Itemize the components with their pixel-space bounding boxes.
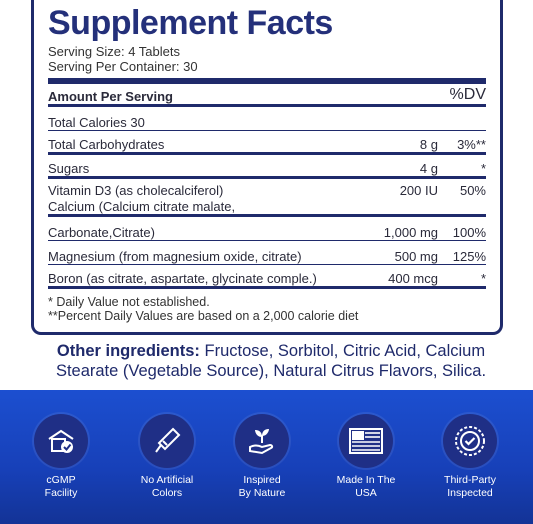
nutrient-name: Sugars <box>48 161 90 176</box>
nutrient-amount: 400 mcg <box>388 271 438 286</box>
badge-no-artificial-colors: No Artificial Colors <box>124 414 210 500</box>
footnote-daily-value: * Daily Value not established. <box>48 295 210 309</box>
badge-line1: Inspired <box>243 474 281 486</box>
dv-header-label: %DV <box>449 86 486 103</box>
nutrient-amount: 1,000 mg <box>383 225 438 240</box>
nutrient-name: Vitamin D3 (as cholecalciferol) <box>48 183 224 198</box>
badge-cgmp: cGMP Facility <box>18 414 104 500</box>
ingredients-text: Fructose, Sorbitol, Citric Acid, Calcium… <box>55 342 487 380</box>
plant-in-hand-icon <box>235 414 289 468</box>
facts-row: Carbonate,Citrate) 1,000 mg 100% <box>48 217 486 241</box>
badge-third-party: Third-Party Inspected <box>427 414 513 500</box>
footnote-percent: **Percent Daily Values are based on a 2,… <box>48 309 359 323</box>
badge-line1: Made In The <box>336 474 396 486</box>
nutrient-dv: 100% <box>452 225 486 240</box>
facts-title: Supplement Facts <box>48 4 333 42</box>
supplement-facts-panel: Supplement Facts Serving Size: 4 Tablets… <box>31 0 503 335</box>
facts-row: Vitamin D3 (as cholecalciferol) 200 IU 5… <box>48 179 486 217</box>
nutrient-name: Boron (as citrate, aspartate, glycinate … <box>48 271 317 286</box>
badge-caption: No Artificial Colors <box>124 474 210 500</box>
nutrient-dv: 50% <box>459 183 486 198</box>
nutrient-name: Total Carbohydrates <box>48 137 165 152</box>
nutrient-amount: 500 mg <box>394 249 438 264</box>
badge-line2: By Nature <box>238 487 286 499</box>
serving-size: Serving Size: 4 Tablets <box>48 44 180 59</box>
no-artificial-colors-icon <box>140 414 194 468</box>
badge-caption: Third-Party Inspected <box>427 474 513 500</box>
facts-header-row: Amount Per Serving %DV <box>48 86 486 107</box>
nutrient-name: Carbonate,Citrate) <box>48 225 155 240</box>
nutrient-dv: 3%** <box>457 137 486 152</box>
ingredients-label: Other ingredients: <box>56 342 200 360</box>
badge-made-in-usa: Made In The USA <box>323 414 409 500</box>
usa-flag-icon <box>339 414 393 468</box>
badge-line2: Colors <box>151 487 183 499</box>
badge-caption: Inspired By Nature <box>219 474 305 500</box>
nutrient-dv: 125% <box>452 249 486 264</box>
nutrient-dv: * <box>480 271 486 286</box>
badge-line2: USA <box>355 487 377 499</box>
badge-line1: No Artificial <box>140 474 194 486</box>
badge-line2: Inspected <box>447 487 493 499</box>
badge-line1: cGMP <box>46 474 76 486</box>
nutrient-amount: 4 g <box>419 161 438 176</box>
other-ingredients: Other ingredients: Fructose, Sorbitol, C… <box>26 341 516 381</box>
third-party-check-icon <box>443 414 497 468</box>
badge-line2: Facility <box>44 487 78 499</box>
badge-caption: Made In The USA <box>323 474 409 500</box>
amount-per-serving-label: Amount Per Serving <box>48 89 173 104</box>
thick-divider <box>48 78 486 84</box>
facts-row: Magnesium (from magnesium oxide, citrate… <box>48 241 486 265</box>
facts-row: Total Calories 30 <box>48 107 486 131</box>
facts-row: Boron (as citrate, aspartate, glycinate … <box>48 265 486 289</box>
nutrient-amount: 200 IU <box>399 183 438 198</box>
facts-row: Total Carbohydrates 8 g 3%** <box>48 131 486 155</box>
nutrient-dv: * <box>480 161 486 176</box>
nutrient-amount: 8 g <box>419 137 438 152</box>
servings-per-container: Serving Per Container: 30 <box>48 59 198 74</box>
nutrient-name: Calcium (Calcium citrate malate, <box>48 199 236 214</box>
badge-caption: cGMP Facility <box>18 474 104 500</box>
feature-badges-band: cGMP Facility No Artificial Colors <box>0 390 533 524</box>
footnotes: * Daily Value not established. **Percent… <box>48 295 486 323</box>
facts-row: Sugars 4 g * <box>48 155 486 179</box>
nutrient-name: Total Calories 30 <box>48 115 145 130</box>
cgmp-facility-icon <box>34 414 88 468</box>
badge-line1: Third-Party <box>444 474 496 486</box>
badge-inspired-by-nature: Inspired By Nature <box>219 414 305 500</box>
nutrient-name: Magnesium (from magnesium oxide, citrate… <box>48 249 302 264</box>
